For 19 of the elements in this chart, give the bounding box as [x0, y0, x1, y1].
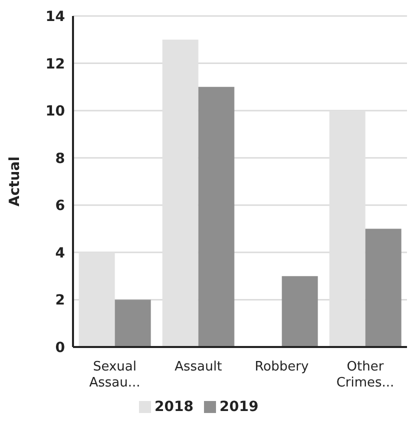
y-tick-label: 8	[55, 150, 65, 167]
y-tick-label: 4	[55, 245, 66, 262]
bar	[114, 300, 151, 347]
bar	[282, 276, 318, 347]
y-tick-label: 0	[55, 340, 66, 356]
bar	[198, 86, 234, 347]
x-tick-label: Assault	[174, 360, 222, 375]
y-tick-label: 10	[46, 104, 66, 120]
legend-label: 2019	[220, 399, 258, 415]
y-tick-label: 14	[46, 8, 66, 25]
y-axis-title: Actual	[6, 156, 23, 207]
x-tick-label: Other Crimes...	[336, 360, 394, 390]
x-tick-label: Sexual Assau...	[89, 360, 140, 390]
y-tick-label: 12	[46, 56, 65, 72]
legend-label: 2018	[154, 399, 194, 415]
x-tick-label: Robbery	[254, 360, 310, 375]
y-tick-label: 6	[55, 198, 65, 214]
y-tick-label: 2	[55, 292, 65, 309]
bar	[365, 228, 402, 347]
